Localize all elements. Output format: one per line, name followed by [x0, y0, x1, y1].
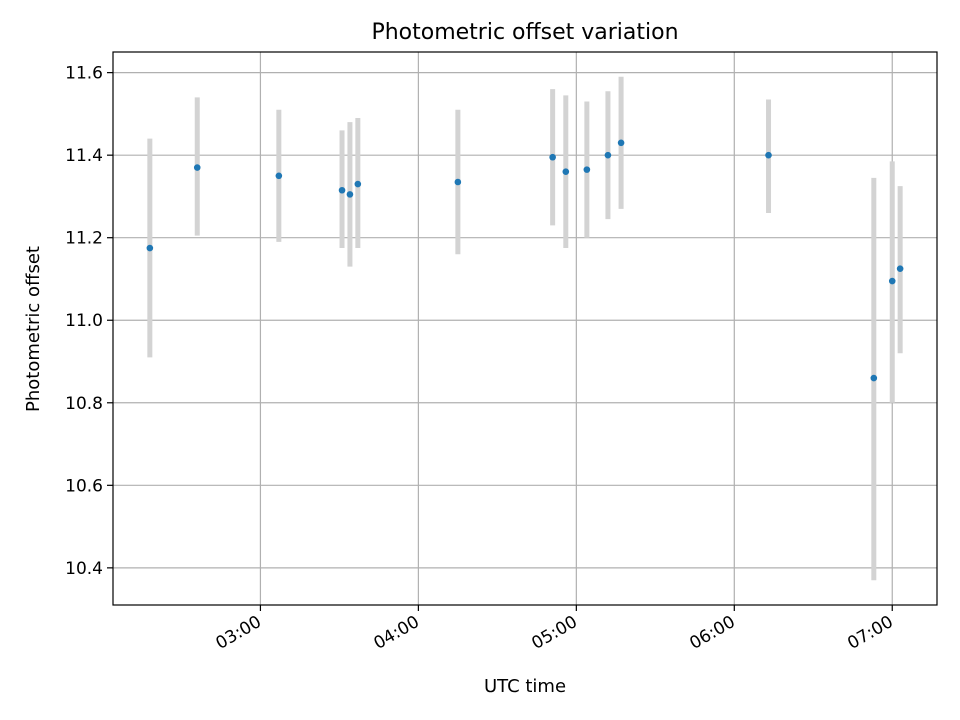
data-point	[146, 244, 154, 252]
data-point	[275, 172, 283, 180]
data-point	[896, 265, 904, 272]
data-point	[193, 164, 201, 171]
data-point	[346, 191, 354, 198]
data-point	[617, 139, 625, 147]
data-point	[604, 151, 612, 159]
y-tick-label: 11.6	[65, 64, 103, 84]
data-point	[888, 277, 896, 285]
plot-area-frame	[112, 51, 938, 606]
data-point	[562, 168, 570, 175]
y-tick-label: 11.0	[65, 311, 103, 331]
data-point	[549, 153, 556, 161]
data-point	[583, 166, 591, 173]
data-point	[454, 178, 462, 186]
y-tick-label: 10.6	[65, 476, 103, 496]
y-tick-label: 11.2	[65, 229, 103, 249]
chart-title: Photometric offset variation	[371, 20, 678, 45]
data-point	[765, 151, 772, 159]
y-tick-label: 10.8	[65, 394, 103, 414]
data-points	[146, 139, 904, 382]
y-axis-label: Photometric offset	[23, 246, 44, 412]
data-point	[354, 180, 362, 188]
y-tick-label: 10.4	[65, 559, 103, 579]
data-point	[338, 186, 346, 194]
data-point	[870, 374, 878, 382]
y-tick-label: 11.4	[65, 146, 103, 166]
x-axis-label: UTC time	[484, 676, 566, 697]
